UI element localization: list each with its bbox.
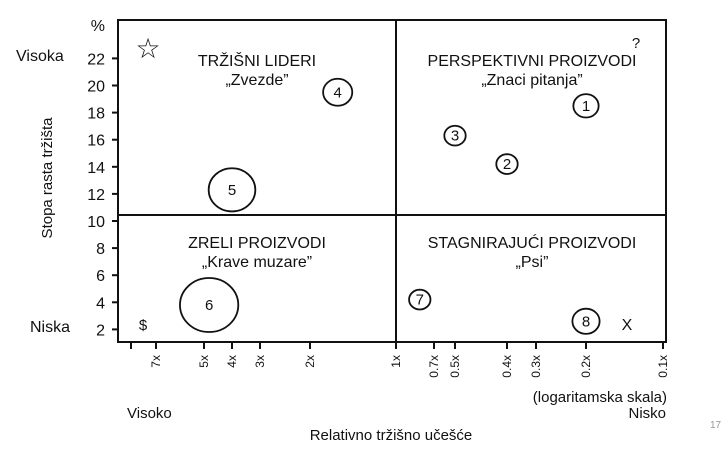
x-tick-label: 0.1x xyxy=(656,355,670,378)
x-tick-label: 0.2x xyxy=(579,355,593,378)
y-tick-label: 4 xyxy=(96,295,105,312)
y-tick-label: 6 xyxy=(96,268,105,285)
x-axis-title: Relativno tržišno učešće xyxy=(310,427,473,444)
plot-frame xyxy=(117,19,667,343)
y-tick-label: 10 xyxy=(87,214,105,231)
bubble-2 xyxy=(495,153,519,175)
bubble-label-2: 2 xyxy=(503,156,511,173)
y-axis-ticks: 2 4 6 8 10 12 14 16 18 20 22 xyxy=(87,51,118,339)
x-axis-high-label: Visoko xyxy=(127,405,172,422)
bubble-label-7: 7 xyxy=(416,292,424,309)
x-tick-label: 2x xyxy=(303,355,317,368)
y-axis-unit: % xyxy=(91,18,105,35)
quadrant-subtitle-stars: „Zvezde” xyxy=(225,72,288,89)
dollar-icon: $ xyxy=(139,317,148,334)
x-tick-label: 0.7x xyxy=(427,355,441,378)
quadrant-title-dogs: STAGNIRAJUĆI PROIZVODI xyxy=(428,233,637,252)
y-tick-label: 18 xyxy=(87,106,105,123)
x-tick-label: 5x xyxy=(197,355,211,368)
quadrant-symbols: ☆ ? $ X xyxy=(135,33,640,334)
y-tick-label: 12 xyxy=(87,187,105,204)
y-tick-label: 20 xyxy=(87,79,105,96)
quadrant-subtitle-cash-cows: „Krave muzare” xyxy=(202,254,312,271)
quadrant-subtitle-question-marks: „Znaci pitanja” xyxy=(481,72,582,89)
bubble-label-4: 4 xyxy=(334,84,342,101)
x-mark-icon: X xyxy=(622,317,633,334)
y-axis-high-label: Visoka xyxy=(16,48,64,65)
x-axis-low-label: Nisko xyxy=(628,405,666,422)
question-mark-icon: ? xyxy=(632,35,640,52)
bubble-label-1: 1 xyxy=(582,98,590,115)
quadrant-title-cash-cows: ZRELI PROIZVODI xyxy=(188,235,326,252)
bubble-1 xyxy=(572,93,600,119)
product-bubbles: 1 2 3 4 5 6 7 8 xyxy=(179,77,601,335)
x-tick-label: 0.4x xyxy=(500,355,514,378)
y-tick-label: 2 xyxy=(96,322,105,339)
bubble-6 xyxy=(179,277,240,333)
y-axis-low-label: Niska xyxy=(30,319,70,336)
bubble-5 xyxy=(207,167,257,213)
x-axis-ticks: 7x 5x 4x 3x 2x 1x 0.7x 0.5x 0.4x 0.3x 0.2x 0.1x xyxy=(130,342,670,378)
x-axis-scale-note: (logaritamska skala) xyxy=(533,389,667,406)
bubble-label-6: 6 xyxy=(205,297,213,314)
x-tick-label: 0.3x xyxy=(529,355,543,378)
y-tick-label: 22 xyxy=(87,51,105,68)
quadrant-title-question-marks: PERSPEKTIVNI PROIZVODI xyxy=(428,53,637,70)
bubble-label-8: 8 xyxy=(582,313,590,330)
y-axis-title: Stopa rasta tržišta xyxy=(39,117,56,239)
x-tick-label: 1x xyxy=(389,355,403,368)
bubble-7 xyxy=(408,288,432,311)
quadrant-title-stars: TRŽIŠNI LIDERI xyxy=(198,51,316,70)
quadrant-subtitle-dogs: „Psi” xyxy=(516,254,549,271)
bubble-label-3: 3 xyxy=(451,128,459,145)
y-tick-label: 14 xyxy=(87,160,105,177)
quadrant-labels: TRŽIŠNI LIDERI „Zvezde” PERSPEKTIVNI PRO… xyxy=(188,51,636,271)
y-tick-label: 8 xyxy=(96,241,105,258)
star-icon: ☆ xyxy=(135,33,160,64)
x-tick-label: 4x xyxy=(225,355,239,368)
x-tick-label: 0.5x xyxy=(448,355,462,378)
bubble-label-5: 5 xyxy=(228,182,236,199)
bubble-8 xyxy=(571,307,601,335)
plot-border xyxy=(117,19,667,343)
x-tick-label: 7x xyxy=(149,355,163,368)
bubble-3 xyxy=(443,124,467,147)
x-tick-label: 3x xyxy=(253,355,267,368)
bubble-4 xyxy=(322,77,354,107)
y-tick-label: 16 xyxy=(87,133,105,150)
page-number: 17 xyxy=(710,420,722,431)
